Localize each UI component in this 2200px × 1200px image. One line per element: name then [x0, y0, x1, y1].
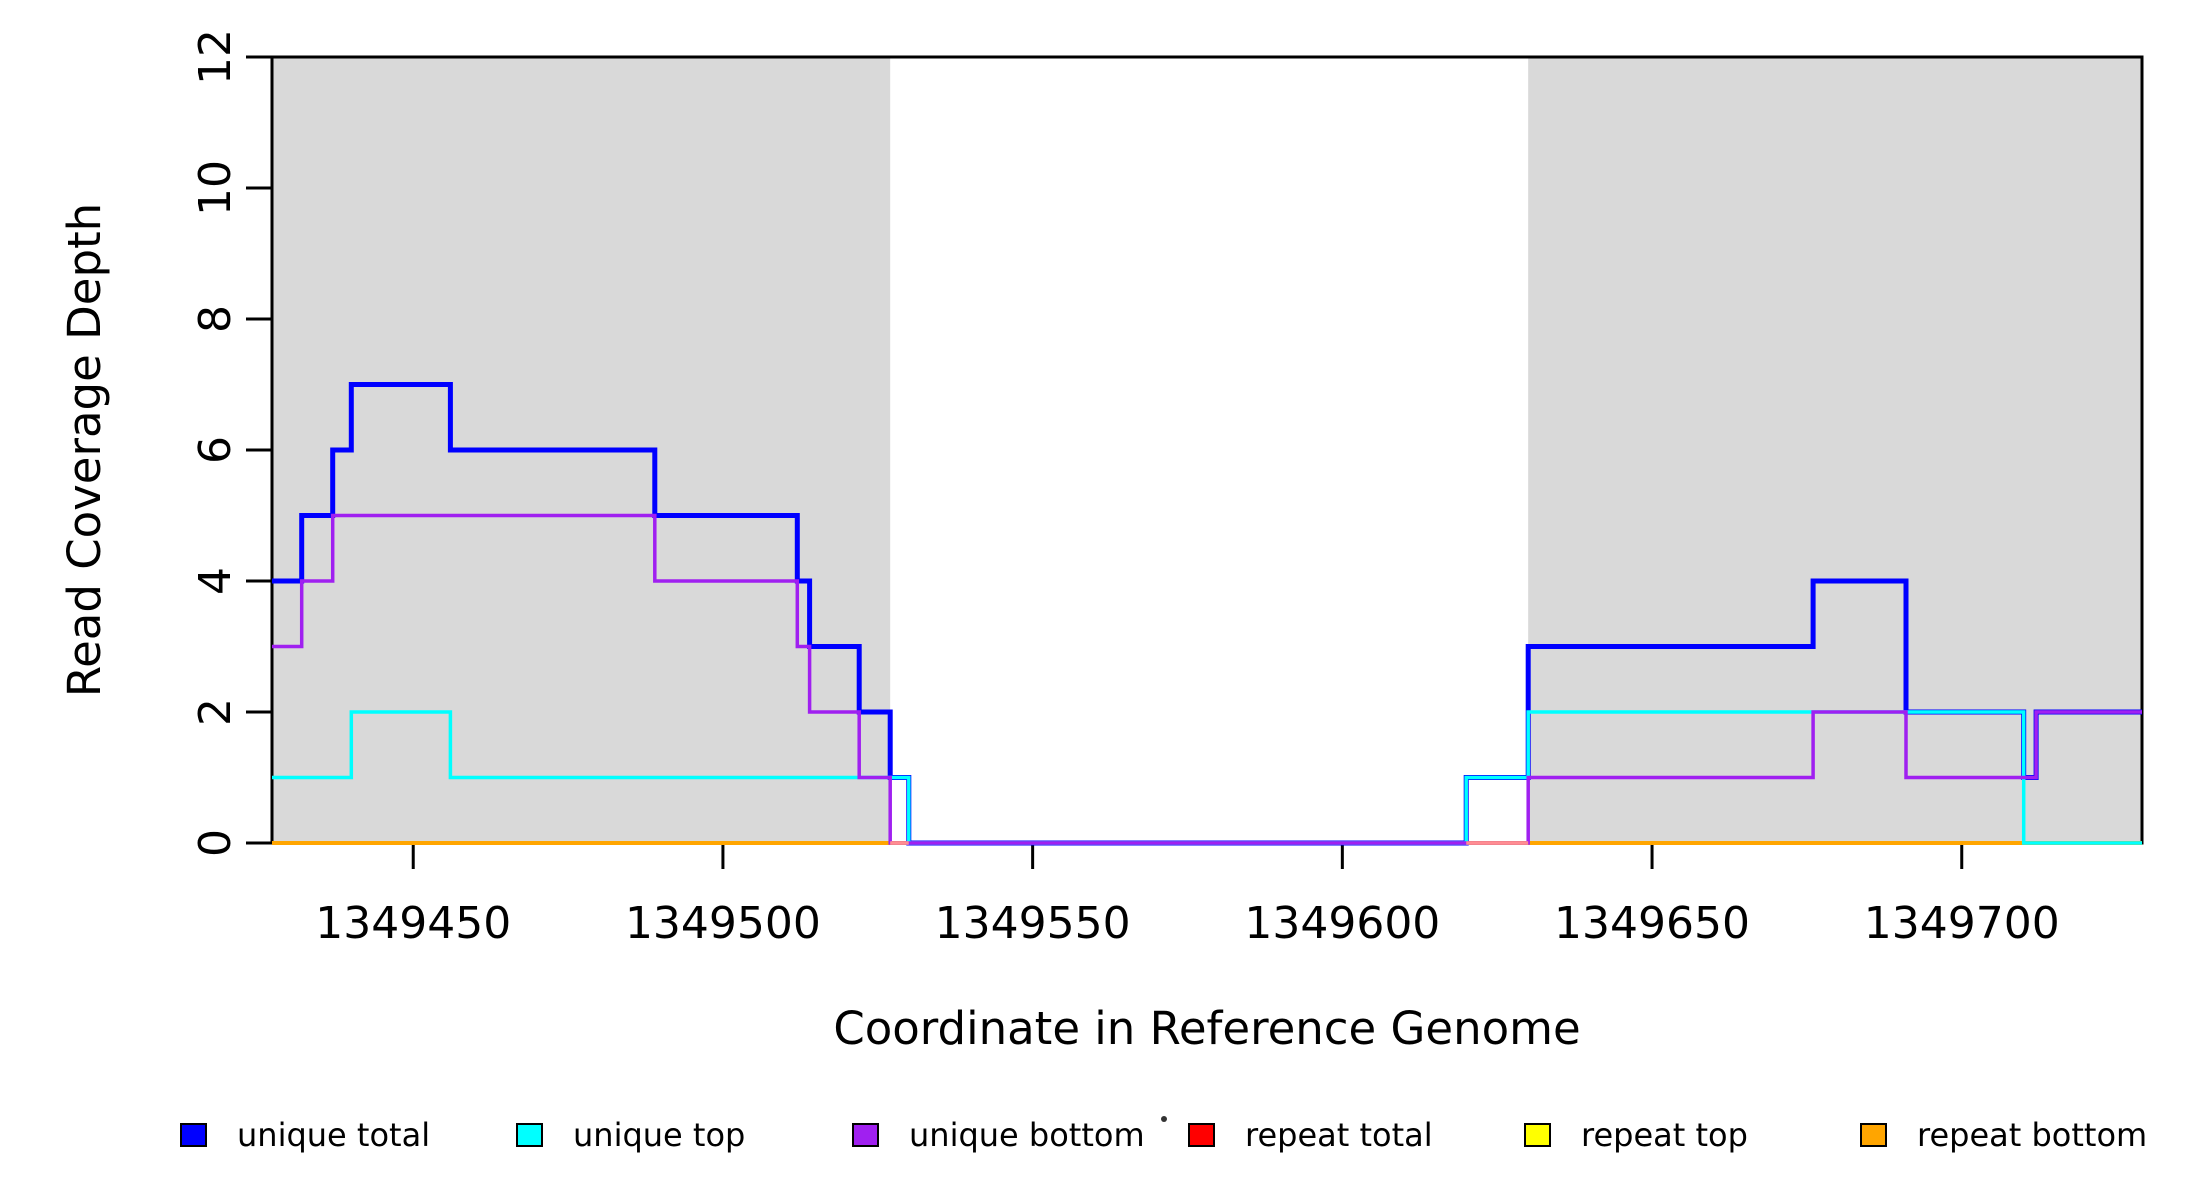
- y-axis-title: Read Coverage Depth: [58, 203, 111, 697]
- legend-label: repeat bottom: [1917, 1116, 2147, 1154]
- legend-swatch: [1860, 1123, 1887, 1147]
- legend-swatch: [852, 1123, 879, 1147]
- legend-label: repeat total: [1245, 1116, 1433, 1154]
- series-line-unique-total: [272, 382, 2142, 846]
- x-tick-label: 1349700: [1864, 898, 2060, 949]
- x-tick-label: 1349450: [315, 898, 511, 949]
- y-tick-label: 8: [190, 305, 241, 333]
- legend-label: unique top: [573, 1116, 745, 1154]
- legend-item-unique-top: unique top: [516, 1116, 745, 1154]
- x-axis-title: Coordinate in Reference Genome: [833, 1002, 1580, 1055]
- repeat-region-right: [1528, 57, 2142, 843]
- legend-swatch: [516, 1123, 543, 1147]
- y-tick-label: 2: [190, 698, 241, 726]
- legend-swatch: [180, 1123, 207, 1147]
- axis-ticks: [246, 55, 1964, 869]
- series-lines: [272, 382, 2142, 846]
- legend-swatch: [1188, 1123, 1215, 1147]
- legend-swatch: [1524, 1123, 1551, 1147]
- y-tick-label: 4: [190, 567, 241, 595]
- series-line-unique-bottom: [272, 513, 2142, 845]
- legend-item-repeat-bottom: repeat bottom: [1860, 1116, 2147, 1154]
- x-tick-label: 1349650: [1554, 898, 1750, 949]
- legend-label: unique bottom: [909, 1116, 1145, 1154]
- legend-label: unique total: [237, 1116, 430, 1154]
- legend-item-repeat-total: repeat total: [1188, 1116, 1433, 1154]
- y-tick-label: 10: [190, 160, 241, 216]
- x-tick-label: 1349550: [935, 898, 1131, 949]
- axis-tick-labels: 1349450 1349500 1349550 1349600 1349650 13497…: [190, 29, 2060, 949]
- legend-item-unique-bottom: unique bottom: [852, 1116, 1145, 1154]
- y-tick-label: 12: [190, 29, 241, 85]
- legend: unique total unique top unique bottom repea…: [180, 1116, 2147, 1154]
- y-tick-label: 6: [190, 436, 241, 464]
- legend-item-repeat-top: repeat top: [1524, 1116, 1748, 1154]
- legend-item-unique-total: unique total: [180, 1116, 430, 1154]
- legend-label: repeat top: [1581, 1116, 1748, 1154]
- x-tick-label: 1349500: [625, 898, 821, 949]
- x-tick-label: 1349600: [1244, 898, 1440, 949]
- y-tick-label: 0: [190, 829, 241, 857]
- stray-dot: [1161, 1116, 1167, 1122]
